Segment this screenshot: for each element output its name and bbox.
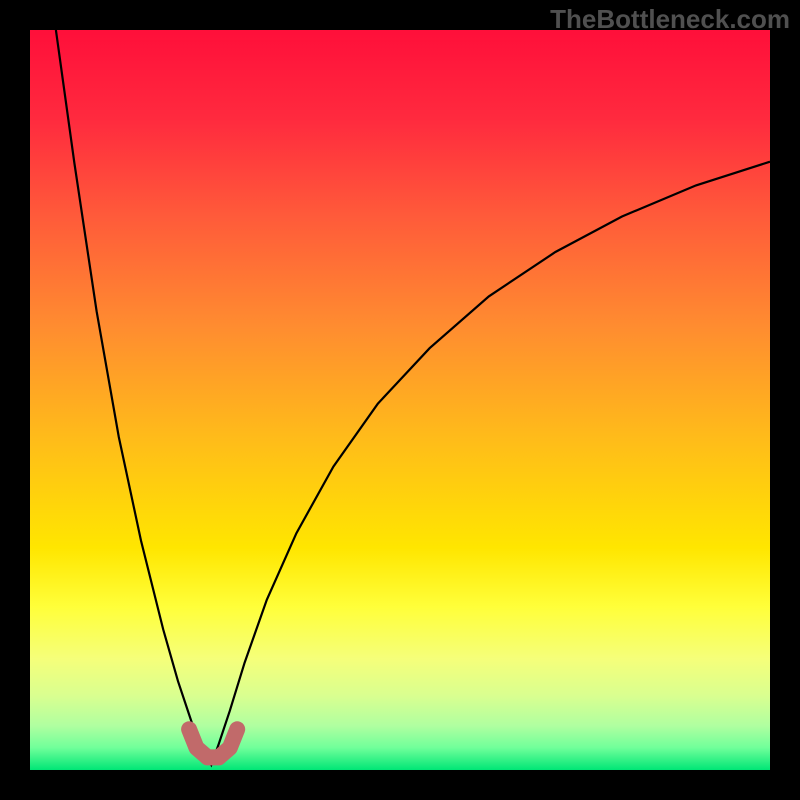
- plot-background: [30, 30, 770, 770]
- watermark-text: TheBottleneck.com: [550, 4, 790, 35]
- bottleneck-chart: [0, 0, 800, 800]
